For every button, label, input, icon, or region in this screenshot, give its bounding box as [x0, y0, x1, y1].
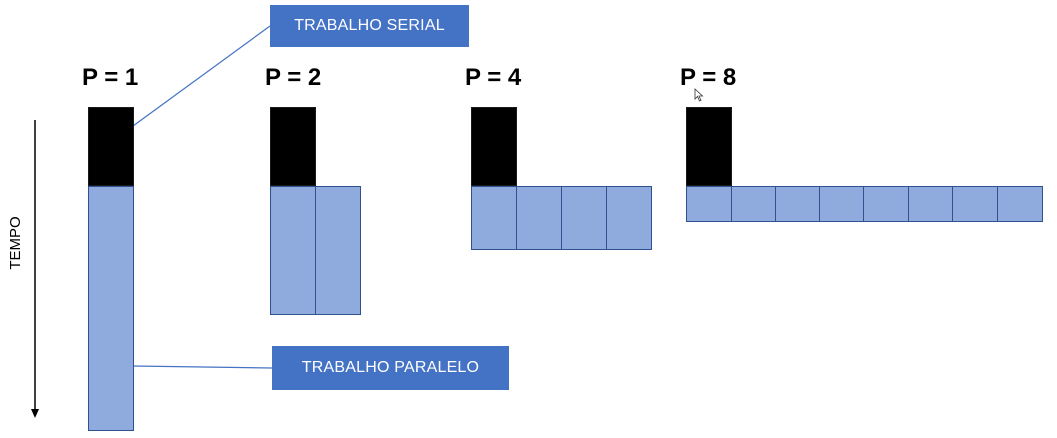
config-label-p2: P = 2: [265, 64, 322, 91]
parallel-block-p4-3: [561, 186, 607, 250]
serial-block-p4: [471, 107, 517, 186]
parallel-block-p8-7: [952, 186, 998, 222]
parallel-block-p8-4: [819, 186, 864, 222]
time-axis-label: TEMPO: [7, 216, 24, 270]
parallel-block-p4-4: [606, 186, 652, 250]
parallel-work-callout: TRABALHO PARALELO: [272, 346, 509, 390]
parallel-block-p2-2: [315, 186, 361, 315]
parallel-block-p4-2: [516, 186, 562, 250]
serial-leader-line: [132, 25, 271, 127]
config-label-p8: P = 8: [680, 64, 737, 91]
parallel-block-p8-8: [997, 186, 1043, 222]
parallel-block-p8-1: [686, 186, 732, 222]
parallel-block-p8-2: [731, 186, 776, 222]
parallel-block-p8-3: [775, 186, 820, 222]
parallel-block-p4-1: [471, 186, 517, 250]
serial-block-p8: [686, 107, 732, 186]
parallel-block-p2-1: [270, 186, 316, 315]
serial-block-p2: [270, 107, 316, 186]
parallel-leader-line: [132, 365, 273, 369]
serial-block-p1: [88, 107, 134, 186]
config-label-p1: P = 1: [82, 64, 139, 91]
config-label-p4: P = 4: [465, 64, 522, 91]
serial-work-label: TRABALHO SERIAL: [294, 17, 445, 34]
time-axis-arrowhead: [31, 409, 39, 418]
parallel-work-label: TRABALHO PARALELO: [301, 359, 480, 376]
serial-work-callout: TRABALHO SERIAL: [270, 5, 469, 47]
parallel-block-p1-1: [88, 186, 134, 431]
parallel-block-p8-5: [863, 186, 909, 222]
mouse-cursor-icon: [694, 88, 704, 102]
parallel-block-p8-6: [908, 186, 953, 222]
